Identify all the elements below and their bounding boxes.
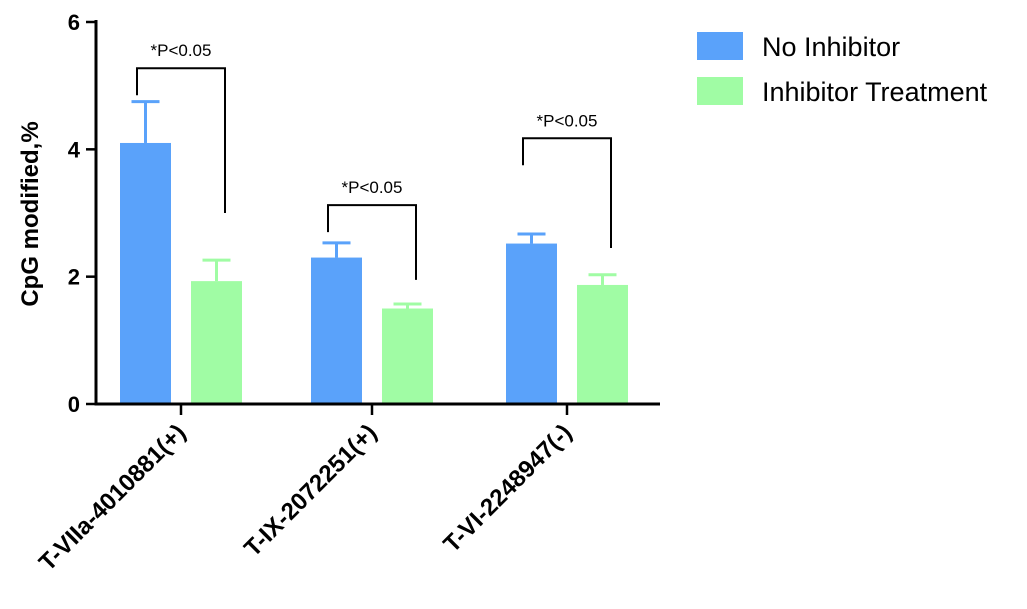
y-axis: 0 2 4 6	[68, 10, 98, 417]
error-bar	[517, 232, 546, 244]
plot-area	[120, 100, 628, 404]
legend-swatch	[697, 32, 743, 60]
error-bar	[588, 273, 617, 285]
bracket-line	[136, 67, 226, 213]
significance-annotations: *P<0.05 *P<0.05 *P<0.05	[136, 41, 612, 280]
significance-label: *P<0.05	[342, 178, 403, 197]
y-tick-label: 6	[68, 10, 80, 35]
legend-swatch	[697, 77, 743, 105]
bar-inhibitor-treatment-0	[191, 281, 242, 404]
bar-inhibitor-treatment-1	[382, 308, 433, 404]
x-tick-label: T-VI-2248947(-)	[438, 419, 577, 558]
significance-label: *P<0.05	[151, 41, 212, 60]
legend-label: Inhibitor Treatment	[762, 77, 988, 107]
legend-label: No Inhibitor	[762, 32, 900, 62]
x-tick-label: T-VIIa-4010881(+)	[34, 419, 191, 576]
bracket-line	[327, 204, 417, 280]
y-tick-label: 0	[68, 392, 80, 417]
legend-entry: Inhibitor Treatment	[697, 77, 988, 107]
significance-bracket: *P<0.05	[327, 178, 417, 280]
y-tick-label: 4	[68, 137, 81, 162]
y-tick-label: 2	[68, 265, 80, 290]
bar-no-inhibitor-2	[506, 243, 557, 404]
x-axis: T-VIIa-4010881(+) T-IX-2072251(+) T-VI-224…	[34, 402, 660, 576]
error-bar	[322, 241, 351, 258]
significance-bracket: *P<0.05	[522, 111, 612, 249]
error-bar	[393, 302, 422, 309]
significance-label: *P<0.05	[537, 111, 598, 130]
bracket-line	[522, 137, 612, 249]
x-tick-label: T-IX-2072251(+)	[239, 419, 382, 562]
bar-no-inhibitor-0	[120, 142, 171, 404]
error-bar	[202, 258, 231, 282]
error-bar	[131, 100, 160, 143]
legend-entry: No Inhibitor	[697, 32, 900, 62]
bar-inhibitor-treatment-2	[577, 284, 628, 404]
legend: No Inhibitor Inhibitor Treatment	[697, 32, 988, 107]
significance-bracket: *P<0.05	[136, 41, 226, 213]
y-axis-label: CpG modified,%	[17, 121, 44, 306]
bar-no-inhibitor-1	[311, 257, 362, 404]
